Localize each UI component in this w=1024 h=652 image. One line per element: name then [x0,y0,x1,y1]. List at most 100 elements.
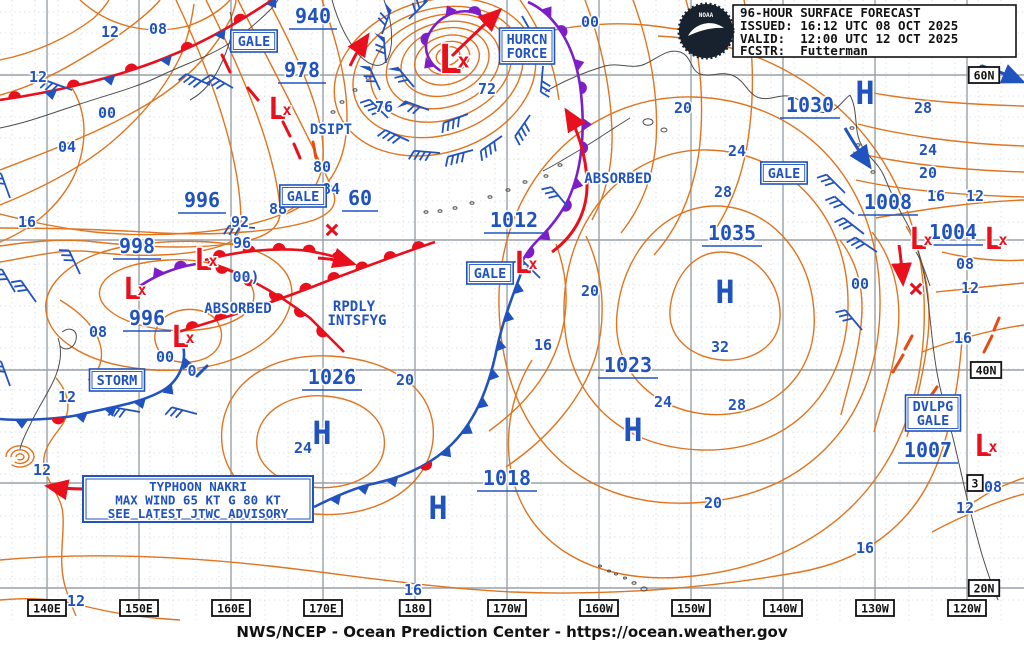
barb-feather [411,2,417,13]
trough-dash-layer [195,53,1001,402]
warm-front-pip [269,290,282,301]
barb-feather [0,364,4,368]
front-semicircle [51,417,65,425]
pressure-value-label: 1008 [864,190,912,214]
warning-box [759,161,808,185]
barb-feather [0,278,8,281]
warm-front-pip [124,63,138,73]
barb-feather [376,129,386,137]
low-pressure-symbol: L [268,92,286,127]
warning-box [498,27,556,65]
cold-front-pip [503,310,515,323]
barb-feather [0,176,4,180]
longitude-label: 140W [769,602,797,616]
longitude-label-box [303,599,343,617]
cold-front-pip [356,484,370,495]
front-semicircle [67,79,81,88]
barb-feather [381,131,391,140]
high-pressure-symbol: H [428,489,447,527]
isobar-ring [333,0,537,157]
front-semicircle [557,25,568,38]
warm-front-pip [557,25,568,38]
forecast-title: 96-HOUR SURFACE FORECAST [740,5,921,20]
high-pressure-symbol: H [715,273,734,311]
low-pressure-symbol: L [438,35,462,83]
island [870,170,876,174]
longitude-label-box [855,599,895,617]
warm-front-pip [420,32,429,46]
contour-label: 12 [966,187,984,205]
warm-front-pip [327,271,341,281]
front-semicircle [302,244,316,253]
barb-pennant [387,67,402,72]
isobar-line [0,0,161,96]
barb-feather [391,136,401,144]
trough-dash [220,53,232,74]
contour-label: 12 [58,388,76,406]
contour-label: 08 [89,323,107,341]
high-pressure-symbol: H [623,411,642,449]
contour-label: 16 [404,581,422,599]
pressure-value-label: 1012 [490,208,538,232]
trough-dash [903,334,914,351]
barb-feather [192,80,202,88]
barb-feather [187,77,197,86]
barb-feather [206,76,216,85]
cold-front-pip [539,229,551,241]
barb-feather [479,150,484,161]
warm-front-pip [524,246,535,259]
movement-arrow [450,7,503,58]
longitude-label-box [671,599,711,617]
barb-feather [39,80,49,89]
cold-front-pip [152,267,165,279]
pressure-value-label: 940 [295,4,331,28]
barb-feather [816,173,827,179]
coastline [331,0,393,66]
longitude-label: 150E [125,602,153,616]
high-pressure-symbol: H [855,74,874,112]
typhoon-info-box-inner [85,478,311,520]
longitude-label-box [211,599,251,617]
barb-shaft [368,98,389,119]
barb-feather [548,194,559,199]
barb-feather [365,80,377,83]
barb-feather [61,254,72,257]
wind-barb [107,406,141,419]
island [849,126,855,130]
front-semicircle [419,460,433,471]
isobar-line [0,0,336,235]
warm-front-pip [213,250,226,258]
barb-feather [520,126,527,137]
low-position-x-mark: × [324,215,340,245]
trough-dash [281,120,292,138]
warm-front-pip [180,41,194,52]
wind-barb [164,406,198,419]
typhoon-symbol [5,445,35,468]
front-triangle [15,419,29,429]
isobar-line [0,0,281,248]
contour-label: 08 [956,255,974,273]
contour-label: 24 [919,141,937,159]
front-triangle [477,396,489,409]
front-triangle [386,476,399,488]
low-position-x: x [282,101,291,119]
barb-shaft [1,269,16,293]
warm-front-pip [412,241,425,250]
barb-feather [363,102,374,108]
barb-pennant [396,101,411,108]
contour-label: 16 [18,213,36,231]
low-position-x: x [988,438,997,456]
warm-front-pip [419,460,433,471]
barb-shaft [480,135,503,152]
contour-label: 00) [232,268,259,286]
island [557,163,563,167]
island [623,576,627,580]
isobar-line [498,96,881,504]
movement-arrow [891,244,912,287]
barb-feather [484,147,488,158]
contour-label: 12 [33,461,51,479]
front-triangle [440,446,452,458]
warning-box-label: HURCN [507,32,548,48]
isobar-line [669,251,781,361]
longitude-label-box [763,599,803,617]
